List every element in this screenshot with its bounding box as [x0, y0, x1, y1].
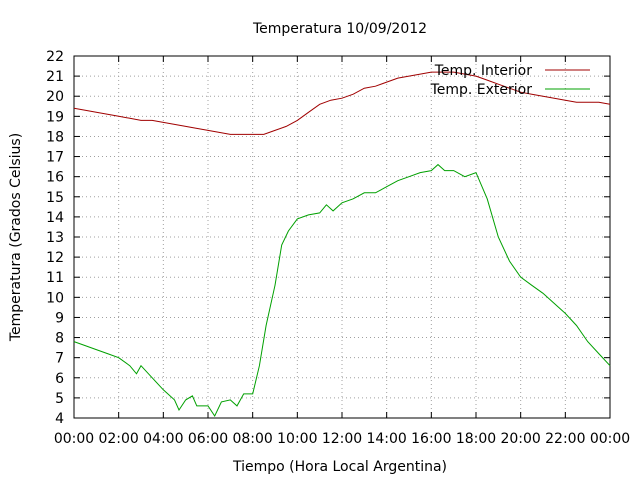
- y-axis-label: Temperatura (Grados Celsius): [8, 133, 24, 342]
- chart-title: Temperatura 10/09/2012: [252, 21, 427, 37]
- x-tick-label: 16:00: [411, 431, 451, 447]
- x-tick-label: 22:00: [545, 431, 585, 447]
- y-tick-label: 13: [46, 230, 64, 246]
- x-axis-label: Tiempo (Hora Local Argentina): [232, 459, 447, 475]
- y-tick-label: 21: [46, 69, 64, 85]
- y-tick-label: 5: [55, 391, 64, 407]
- y-tick-label: 16: [46, 170, 64, 186]
- legend-label-interior: Temp. Interior: [434, 63, 533, 79]
- x-tick-label: 06:00: [188, 431, 228, 447]
- x-tick-label: 14:00: [366, 431, 406, 447]
- y-tick-label: 9: [55, 310, 64, 326]
- y-tick-label: 7: [55, 351, 64, 367]
- series-line-exterior: [73, 163, 611, 418]
- y-tick-label: 15: [46, 190, 64, 206]
- x-tick-label: 08:00: [232, 431, 272, 447]
- plot-frame: [73, 55, 611, 419]
- x-tick-label: 18:00: [456, 431, 496, 447]
- y-tick-label: 8: [55, 331, 64, 347]
- y-tick-label: 6: [55, 371, 64, 387]
- x-tick-label: 02:00: [98, 431, 138, 447]
- x-tick-label: 20:00: [500, 431, 540, 447]
- series-lines: [73, 71, 611, 418]
- y-tick-label: 14: [46, 210, 64, 226]
- y-tick-label: 10: [46, 290, 64, 306]
- y-tick-label: 20: [46, 89, 64, 105]
- x-tick-label: 00:00: [590, 431, 630, 447]
- series-line-interior: [73, 71, 611, 135]
- x-tick-label: 04:00: [143, 431, 183, 447]
- legend: Temp. Interior Temp. Exterior: [430, 63, 590, 98]
- x-tick-label: 10:00: [277, 431, 317, 447]
- y-tick-label: 18: [46, 129, 64, 145]
- y-tick-label: 12: [46, 250, 64, 266]
- x-tick-label: 00:00: [54, 431, 94, 447]
- y-tick-label: 11: [46, 270, 64, 286]
- legend-label-exterior: Temp. Exterior: [430, 82, 533, 98]
- y-tick-label: 4: [55, 411, 64, 427]
- y-tick-label: 19: [46, 109, 64, 125]
- grid: [74, 56, 610, 418]
- y-tick-label: 22: [46, 49, 64, 65]
- y-tick-label: 17: [46, 150, 64, 166]
- x-tick-label: 12:00: [322, 431, 362, 447]
